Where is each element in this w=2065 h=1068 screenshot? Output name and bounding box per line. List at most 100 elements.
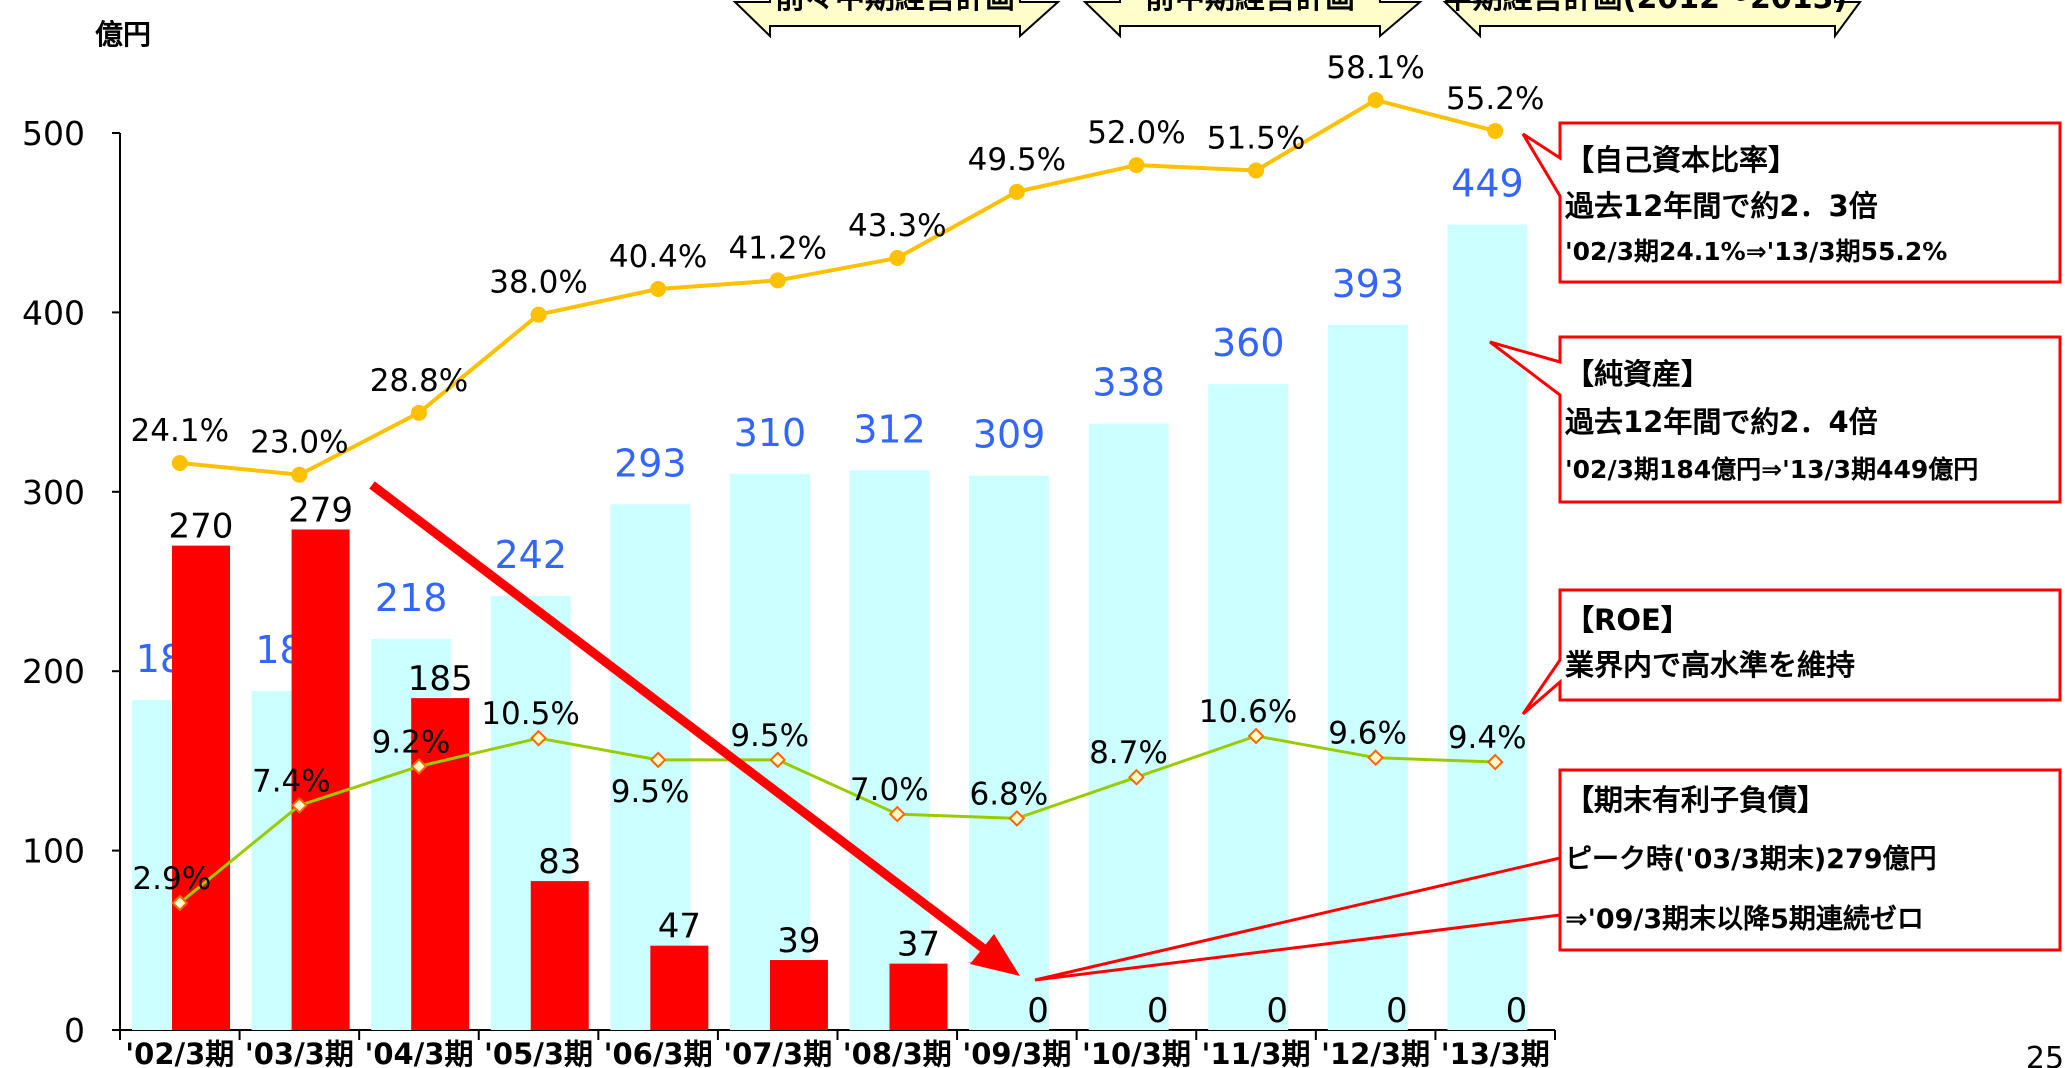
- equity-ratio-label: 28.8%: [370, 363, 468, 399]
- callout-roe-line1: 業界内で高水準を維持: [1565, 648, 1855, 682]
- callout-equity-ratio-line2: '02/3期24.1%⇒'13/3期55.2%: [1565, 237, 1947, 266]
- roe-point: [1008, 810, 1026, 827]
- callout-net-assets-title: 【純資産】: [1565, 357, 1710, 391]
- y-tick-label: 300: [22, 473, 85, 512]
- trend-arrow-shaft: [369, 481, 995, 959]
- roe-point: [1247, 727, 1265, 745]
- equity-ratio-point: [769, 272, 786, 289]
- roe-point: [290, 796, 308, 814]
- bar-debt-label: 0: [1147, 991, 1169, 1031]
- bar-debt-label: 279: [288, 490, 353, 530]
- callout-equity-ratio-line1: 過去12年間で約2．3倍: [1565, 189, 1878, 223]
- x-tick-label: '13/3期: [1441, 1037, 1550, 1068]
- equity-ratio-label: 49.5%: [968, 142, 1066, 178]
- bar-debt-label: 39: [777, 921, 820, 961]
- bar-debt: [769, 960, 828, 1030]
- bar-net-assets-label: 218: [375, 576, 448, 620]
- equity-ratio-label: 24.1%: [131, 413, 229, 449]
- equity-ratio-point: [291, 466, 308, 483]
- x-tick-label: '05/3期: [484, 1037, 593, 1068]
- equity-ratio-point: [1248, 162, 1265, 179]
- bar-debt-label: 0: [1386, 991, 1408, 1031]
- roe-point: [410, 757, 428, 775]
- bar-net-assets: [849, 470, 930, 1031]
- y-tick-label: 100: [22, 832, 85, 871]
- roe-point: [1486, 753, 1504, 771]
- line-equity-ratio: 24.1% 23.0% 28.8% 38.0% 40.4% 41.2% 43.3% 49.5%…: [131, 50, 1544, 483]
- callout-net-assets-line1: 過去12年間で約2．4倍: [1565, 405, 1878, 439]
- bar-net-assets-label: 393: [1332, 262, 1405, 306]
- equity-ratio-point: [1487, 122, 1504, 139]
- equity-ratio-label: 55.2%: [1446, 81, 1544, 117]
- equity-ratio-point: [1367, 92, 1384, 108]
- roe-point: [1367, 749, 1385, 767]
- bar-net-assets-label: 312: [853, 407, 926, 451]
- bar-net-assets-label: 310: [734, 411, 807, 455]
- roe-label: 9.2%: [372, 724, 451, 760]
- bar-net-assets: [1327, 324, 1408, 1030]
- roe-label: 10.6%: [1199, 694, 1297, 730]
- bars-debt: 270 279 185 83 47 39 37 0 0 0 0 0: [169, 490, 1528, 1031]
- equity-ratio-label: 23.0%: [250, 425, 348, 461]
- roe-polyline: [178, 734, 1496, 905]
- equity-ratio-point: [410, 404, 427, 421]
- banner-shape-1: [732, 0, 1061, 39]
- banner-shape-2: [1082, 0, 1423, 39]
- roe-point: [888, 805, 906, 823]
- equity-ratio-label: 40.4%: [609, 239, 707, 275]
- equity-ratio-label: 43.3%: [848, 208, 946, 244]
- bar-debt: [889, 963, 948, 1030]
- callout-net-assets-line2: '02/3期184億円⇒'13/3期449億円: [1565, 455, 1978, 484]
- bar-net-assets-label: 449: [1451, 161, 1524, 205]
- line-roe: 2.9% 7.4% 9.2% 10.5% 9.5% 9.5% 7.0% 6.8% 8.7% 10.…: [132, 694, 1527, 912]
- equity-ratio-label: 58.1%: [1326, 50, 1424, 86]
- x-tick-label: '02/3期: [125, 1037, 234, 1068]
- page-number: 25: [2026, 1041, 2064, 1068]
- callout-debt-title: 【期末有利子負債】: [1565, 783, 1826, 817]
- equity-ratio-label: 52.0%: [1087, 115, 1185, 151]
- callout-debt: 【期末有利子負債】 ピーク時('03/3期末)279億円 ⇒'09/3期末以降5…: [1034, 768, 2062, 982]
- callout-equity-ratio-box: [1521, 121, 2062, 284]
- x-tick-label: '12/3期: [1321, 1037, 1430, 1068]
- equity-ratio-point: [650, 280, 667, 297]
- callout-net-assets-box: [1489, 335, 2062, 504]
- equity-ratio-point: [1008, 183, 1025, 200]
- equity-ratio-point: [171, 455, 188, 471]
- unit-label: 億円: [95, 18, 151, 51]
- x-tick-label: '07/3期: [723, 1037, 832, 1068]
- roe-label: 9.5%: [730, 718, 809, 754]
- roe-point: [769, 751, 787, 769]
- y-tick-label: 400: [22, 293, 85, 332]
- trend-arrow: [369, 481, 1020, 976]
- roe-label: 2.9%: [132, 861, 211, 897]
- plan-banners: 前々中期経営計画 前中期経営計画 中期経営計画(2012～2013): [732, 0, 1862, 40]
- callout-equity-ratio: 【自己資本比率】 過去12年間で約2．3倍 '02/3期24.1%⇒'13/3期…: [1521, 121, 2062, 284]
- roe-point: [530, 729, 547, 747]
- bar-debt-label: 37: [897, 925, 940, 965]
- bar-debt-label: 0: [1027, 991, 1049, 1031]
- roe-point: [171, 894, 189, 912]
- bar-net-assets: [1208, 384, 1289, 1030]
- bar-net-assets: [1447, 224, 1528, 1030]
- equity-ratio-label: 38.0%: [489, 265, 587, 301]
- callout-roe: 【ROE】 業界内で高水準を維持: [1521, 588, 2062, 716]
- roe-point: [649, 751, 667, 769]
- bar-debt-label: 270: [169, 507, 234, 547]
- roe-label: 7.0%: [850, 772, 929, 808]
- y-tick-label: 500: [22, 114, 85, 153]
- banner-label-2: 前中期経営計画: [1145, 0, 1355, 16]
- y-tick-label: 200: [22, 652, 85, 691]
- bar-net-assets-label: 309: [973, 413, 1046, 457]
- banner-shape-3: [1442, 0, 1862, 40]
- x-tick-label: '08/3期: [843, 1037, 952, 1068]
- equity-ratio-label: 51.5%: [1207, 120, 1305, 156]
- bar-net-assets-label: 338: [1092, 361, 1165, 405]
- roe-label: 9.6%: [1328, 716, 1407, 752]
- x-tick-label: '04/3期: [364, 1037, 473, 1068]
- callout-debt-line1: ピーク時('03/3期末)279億円: [1565, 844, 1937, 875]
- equity-ratio-point: [889, 250, 906, 267]
- bar-debt-label: 185: [408, 659, 473, 699]
- x-tick-label: '10/3期: [1082, 1037, 1191, 1068]
- callout-net-assets: 【純資産】 過去12年間で約2．4倍 '02/3期184億円⇒'13/3期449…: [1489, 335, 2062, 504]
